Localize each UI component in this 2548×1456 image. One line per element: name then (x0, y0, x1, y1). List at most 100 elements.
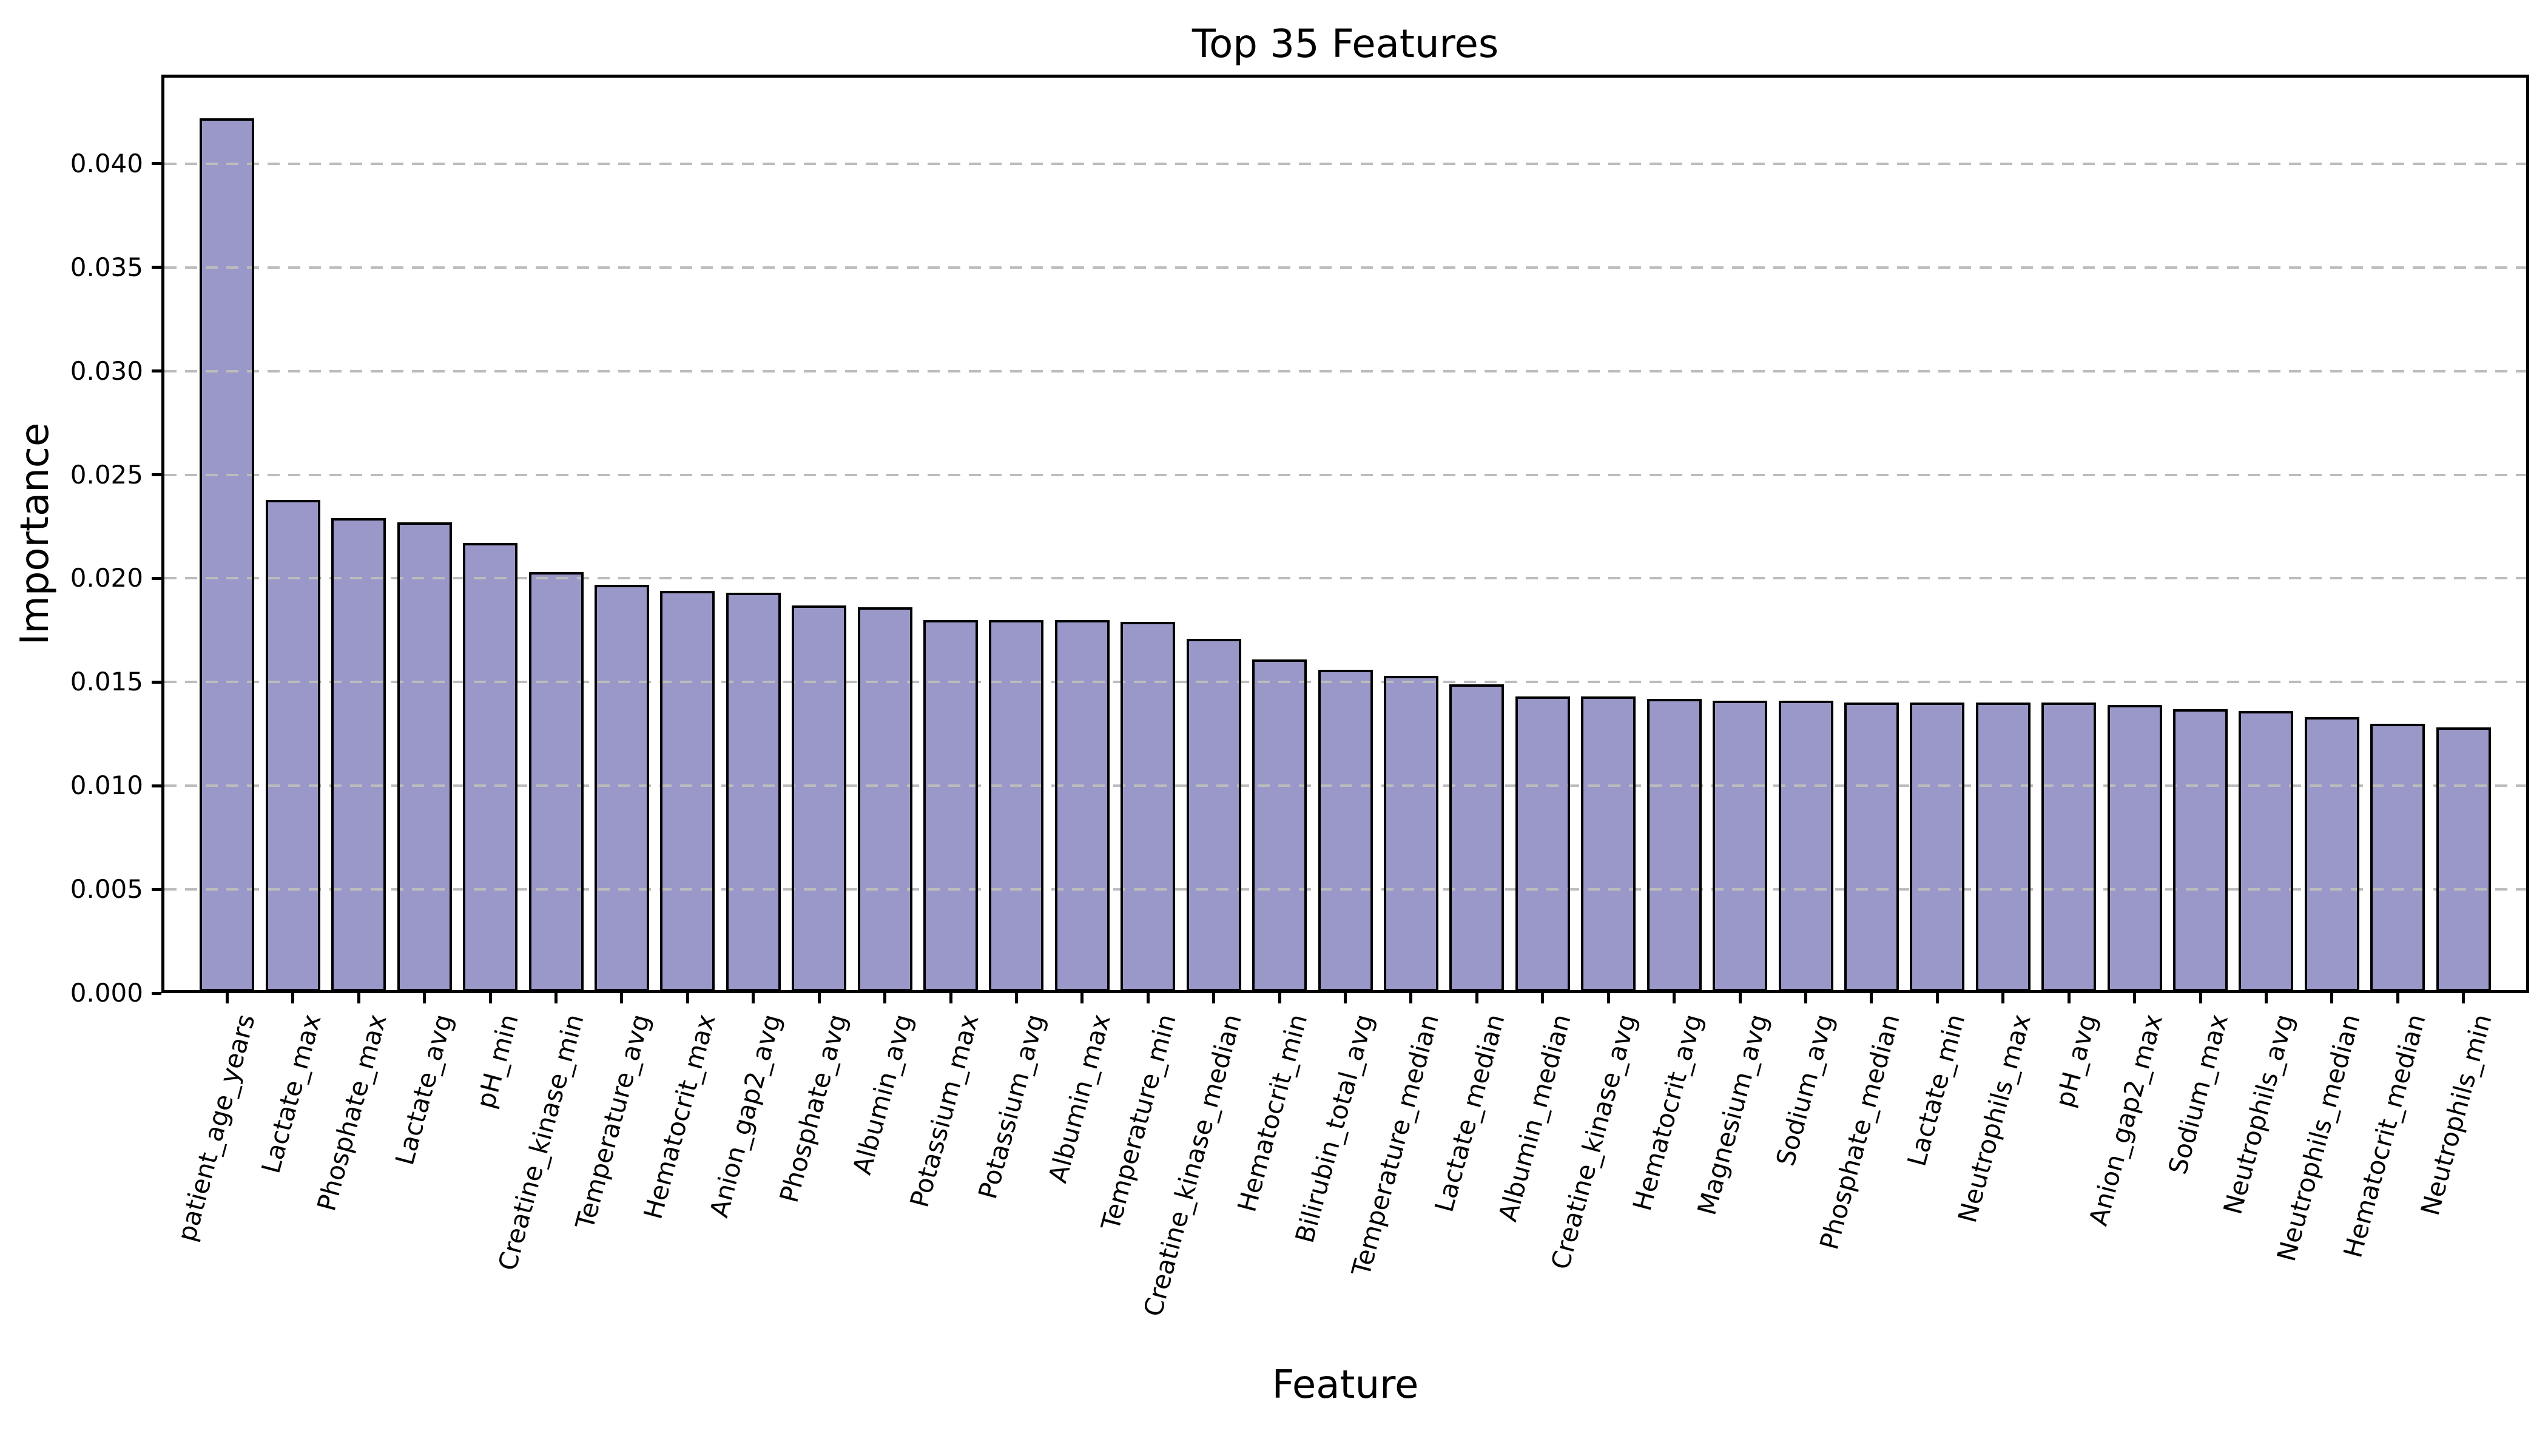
bar-outline (1121, 622, 1176, 991)
y-tick (152, 888, 161, 891)
y-tick (152, 680, 161, 684)
x-tick (883, 993, 887, 1003)
bar-outline (1581, 696, 1636, 991)
bar (660, 590, 715, 991)
bar (1975, 703, 2031, 991)
bar-outline (1054, 619, 1110, 991)
bar (1252, 659, 1307, 991)
x-tick (1080, 993, 1084, 1003)
bar-outline (1844, 703, 1899, 991)
y-tick (152, 473, 161, 476)
x-tick (1541, 993, 1545, 1003)
bar (1844, 703, 1899, 991)
bar-outline (1646, 698, 1702, 991)
x-tick-label: Phosphate_max (311, 1011, 393, 1215)
bar-outline (528, 572, 584, 991)
x-tick-label: Hematocrit_min (1232, 1011, 1313, 1215)
chart-title: Top 35 Features (1191, 22, 1499, 67)
x-tick (949, 993, 952, 1003)
x-tick (1606, 993, 1610, 1003)
x-tick-label: Hematocrit_avg (1626, 1011, 1708, 1214)
bar-outline (1910, 703, 1965, 991)
bar-outline (2370, 723, 2425, 991)
x-tick (1146, 993, 1150, 1003)
x-tick (488, 993, 492, 1003)
grid-line (164, 784, 2526, 787)
y-tick-label: 0.040 (70, 148, 143, 178)
y-tick-label: 0.035 (70, 252, 143, 282)
bar-outline (2107, 704, 2162, 991)
grid-line (164, 681, 2526, 684)
bar (331, 518, 386, 991)
bar-outline (463, 543, 518, 991)
bar-outline (331, 518, 386, 991)
x-tick-label: pH_min (470, 1011, 524, 1112)
bar-outline (265, 499, 320, 991)
bar-outline (1713, 701, 1768, 991)
bar (1449, 684, 1505, 991)
x-tick (2001, 993, 2005, 1003)
bar-outline (397, 522, 452, 991)
x-tick (2462, 993, 2465, 1003)
x-tick-label: pH_avg (2049, 1011, 2103, 1111)
x-tick-label: Magnesium_avg (1691, 1011, 1774, 1219)
x-tick (2264, 993, 2268, 1003)
bar (463, 543, 518, 991)
bar (528, 572, 584, 991)
x-tick-label: Lactate_median (1429, 1011, 1511, 1215)
bar (1713, 701, 1768, 991)
bar-outline (1975, 703, 2031, 991)
y-tick-label: 0.030 (70, 356, 143, 386)
y-tick (152, 784, 161, 787)
x-tick (620, 993, 624, 1003)
y-tick (152, 991, 161, 995)
y-tick (152, 576, 161, 580)
x-tick (1014, 993, 1018, 1003)
y-tick (152, 162, 161, 166)
x-tick (2067, 993, 2071, 1003)
y-tick (152, 266, 161, 269)
x-tick-label: Sodium_max (2163, 1011, 2234, 1178)
x-tick-label: Neutrophils_max (1952, 1011, 2037, 1226)
x-tick-label: Albumin_avg (847, 1011, 919, 1178)
bar (1910, 703, 1965, 991)
bar (2173, 709, 2228, 991)
x-tick (1409, 993, 1413, 1003)
bar (2239, 711, 2294, 991)
x-tick (817, 993, 821, 1003)
grid-line (164, 473, 2526, 476)
x-tick-label: Hematocrit_max (638, 1011, 721, 1222)
bar-outline (2239, 711, 2294, 991)
bar (857, 607, 912, 991)
bar (2304, 717, 2359, 991)
bar-outline (200, 118, 255, 991)
x-tick-label: Neutrophils_avg (2217, 1011, 2300, 1218)
bar-outline (2173, 709, 2228, 991)
x-axis-label: Feature (1272, 1363, 1419, 1407)
bar-outline (2304, 717, 2359, 991)
x-tick-label: Potassium_max (904, 1011, 985, 1211)
grid-line (164, 369, 2526, 372)
bar-outline (2041, 703, 2097, 991)
x-tick-label: Albumin_median (1492, 1011, 1577, 1225)
x-tick (554, 993, 558, 1003)
bar (1515, 696, 1570, 991)
bar-outline (1449, 684, 1505, 991)
y-tick (152, 369, 161, 373)
bar-outline (1186, 638, 1241, 991)
bar-outline (1318, 669, 1373, 991)
bar (1646, 698, 1702, 991)
x-tick-label: Sodium_avg (1770, 1011, 1839, 1169)
bar-outline (989, 619, 1044, 991)
y-tick-label: 0.000 (70, 978, 143, 1008)
x-tick (2133, 993, 2137, 1003)
x-tick (1212, 993, 1216, 1003)
x-tick (2199, 993, 2202, 1003)
x-tick (225, 993, 229, 1003)
x-tick-label: Lactate_max (255, 1011, 327, 1177)
bar-outline (1515, 696, 1570, 991)
x-tick (1344, 993, 1347, 1003)
y-tick-label: 0.015 (70, 667, 143, 697)
x-tick-label: Lactate_avg (389, 1011, 459, 1168)
